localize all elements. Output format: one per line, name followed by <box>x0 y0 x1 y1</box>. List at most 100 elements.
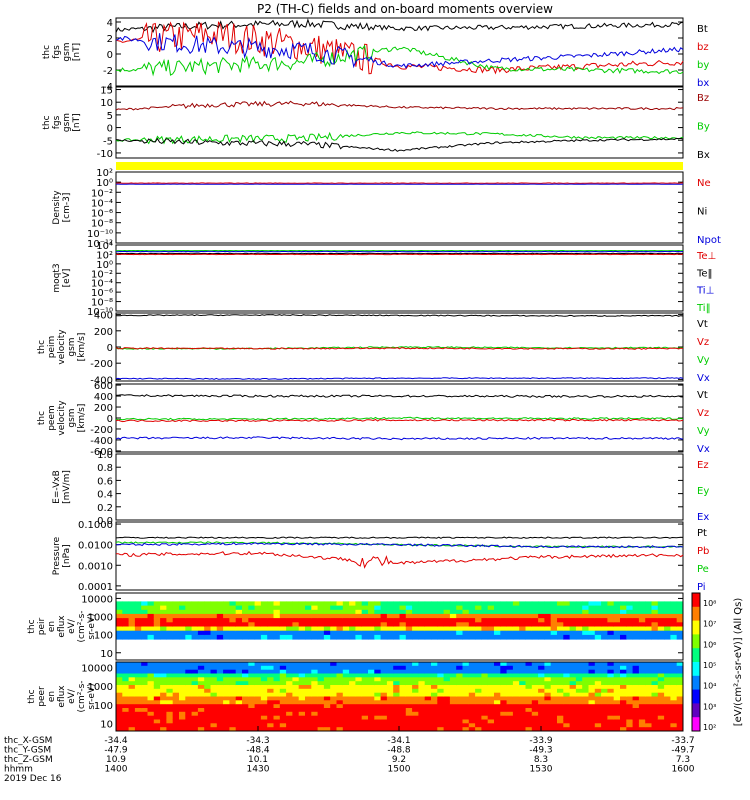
spectrogram-cell <box>267 626 274 632</box>
spectrogram-cell <box>134 688 142 694</box>
spectrogram-cell <box>519 634 526 640</box>
spectrogram-cell <box>494 677 501 682</box>
spectrogram-cell <box>449 685 457 690</box>
spectrogram-cell <box>160 673 167 678</box>
spectrogram-cell <box>620 700 627 705</box>
spectrogram-cell <box>475 727 482 732</box>
spectrogram-cell <box>431 605 438 611</box>
spectrogram-cell <box>500 704 508 709</box>
spectrogram-cell <box>330 696 337 701</box>
spectrogram-cell <box>223 708 230 713</box>
spectrogram-cell <box>550 609 558 615</box>
spectrogram-cell <box>601 719 608 724</box>
spectrogram-cell <box>311 605 319 611</box>
spectrogram-cell <box>368 688 375 694</box>
spectrogram-cell <box>676 601 684 607</box>
spectrogram-cell <box>122 692 130 697</box>
spectrogram-cell <box>235 704 243 709</box>
footer-value: -33.9 <box>529 736 553 746</box>
spectrogram-cell <box>525 696 533 701</box>
spectrogram-cell <box>323 688 331 694</box>
spectrogram-cell <box>538 696 545 701</box>
spectrogram-cell <box>632 681 640 686</box>
spectrogram-cell <box>399 692 407 697</box>
spectrogram-cell <box>368 634 375 640</box>
spectrogram-cell <box>437 700 445 705</box>
spectrogram-cell <box>412 685 419 690</box>
spectrogram-cell <box>557 723 564 728</box>
spectrogram-cell <box>204 711 211 717</box>
spectrogram-cell <box>386 704 394 709</box>
colorbar-tick-label: 10² <box>703 723 716 732</box>
spectrogram-cell <box>550 601 558 607</box>
spectrogram-cell <box>298 677 306 682</box>
spectrogram-cell <box>531 669 539 674</box>
spectrogram-cell <box>481 662 489 667</box>
spectrogram-cell <box>418 601 426 607</box>
y-tick-label: -2 <box>103 66 113 77</box>
spectrogram-cell <box>449 708 457 713</box>
spectrogram-cell <box>399 622 407 627</box>
spectrogram-cell <box>260 677 268 682</box>
y-tick-label: 10⁻¹⁰ <box>87 307 113 318</box>
spectrogram-cell <box>550 613 558 619</box>
spectrogram-cell <box>632 727 640 732</box>
spectrogram-cell <box>374 622 382 627</box>
spectrogram-cell <box>336 723 344 728</box>
spectrogram-cell <box>405 719 413 724</box>
spectrogram-cell <box>512 665 520 671</box>
spectrogram-cell <box>405 677 413 682</box>
spectrogram-cell <box>538 711 545 717</box>
spectrogram-cell <box>563 719 571 724</box>
spectrogram-cell <box>153 685 161 690</box>
spectrogram-cell <box>512 692 520 697</box>
spectrogram-cell <box>235 622 243 627</box>
spectrogram-cell <box>399 681 407 686</box>
spectrogram-cell <box>494 622 501 627</box>
spectrogram-cell <box>563 708 571 713</box>
y-axis-label: [nPa] <box>62 544 72 567</box>
spectrogram-cell <box>550 700 558 705</box>
spectrogram-cell <box>563 665 571 671</box>
spectrogram-cell <box>386 677 394 682</box>
spectrogram-cell <box>601 618 608 623</box>
spectrogram-cell <box>305 696 312 701</box>
spectrogram-cell <box>670 601 678 607</box>
spectrogram-cell <box>632 719 640 724</box>
spectrogram-cell <box>260 727 268 732</box>
spectrogram-cell <box>468 626 476 632</box>
spectrogram-cell <box>229 662 237 667</box>
spectrogram-cell <box>544 669 552 674</box>
spectrogram-cell <box>449 723 457 728</box>
spectrogram-cell <box>153 626 161 632</box>
spectrogram-cell <box>229 700 237 705</box>
spectrogram-cell <box>544 622 552 627</box>
spectrogram-cell <box>185 613 193 619</box>
spectrogram-cell <box>179 719 186 724</box>
spectrogram-cell <box>494 711 501 717</box>
spectrogram-cell <box>248 700 256 705</box>
spectrogram-cell <box>506 662 514 667</box>
spectrogram-cell <box>456 700 463 705</box>
y-tick-label: 0.2 <box>97 503 113 514</box>
spectrogram-cell <box>229 677 237 682</box>
spectrogram-cell <box>386 696 394 701</box>
spectrogram-cell <box>260 626 268 632</box>
spectrogram-cell <box>248 719 256 724</box>
spectrogram-cell <box>254 662 262 667</box>
spectrogram-cell <box>437 704 445 709</box>
spectrogram-cell <box>374 673 382 678</box>
spectrogram-cell <box>197 634 205 640</box>
spectrogram-cell <box>355 673 363 678</box>
spectrogram-cell <box>191 609 199 615</box>
spectrogram-cell <box>342 622 350 627</box>
spectrogram-cell <box>657 605 665 611</box>
spectrogram-cell <box>525 613 533 619</box>
footer-date: 2019 Dec 16 <box>4 774 62 784</box>
spectrogram-cell <box>323 618 331 623</box>
spectrogram-cell <box>374 704 382 709</box>
spectrogram-cell <box>645 630 652 636</box>
y-axis-label: (cm²-s- <box>77 610 87 642</box>
legend-Vt: Vt <box>697 390 708 401</box>
